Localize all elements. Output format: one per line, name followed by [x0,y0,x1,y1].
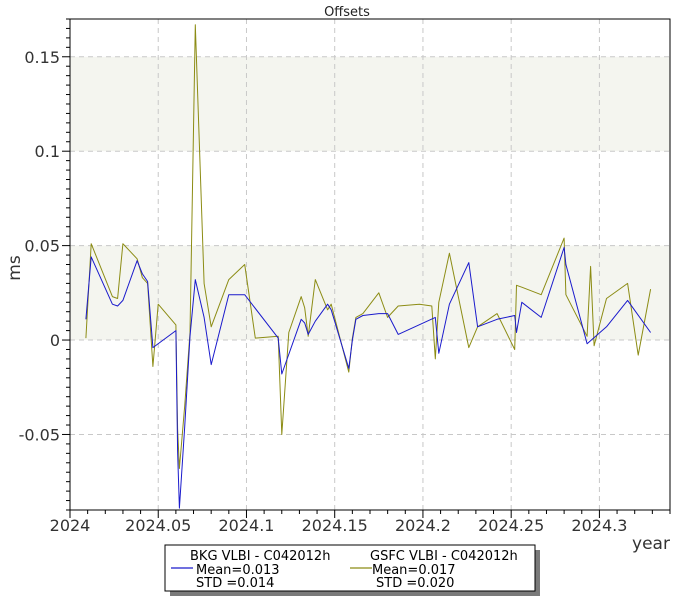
legend-std-bkg: STD =0.014 [196,576,274,591]
x-tick-label: 2024.2 [395,516,451,535]
chart-title: Offsets [324,5,370,20]
legend-std-gsfc: STD =0.020 [376,576,454,591]
x-tick-label: 2024.1 [218,516,274,535]
x-tick-label: 2024.25 [478,516,544,535]
y-axis-title: ms [5,255,25,281]
y-axis: -0.05 0 0.05 0.1 0.15 [19,18,70,511]
y-tick-label: 0 [50,331,60,350]
legend-mean-gsfc: Mean=0.017 [372,563,456,578]
shaded-band [70,56,670,152]
x-tick-label: 2024 [50,516,91,535]
shaded-band [70,245,670,341]
y-tick-label: 0.1 [35,142,60,161]
grid-lines [69,19,670,510]
legend-entry-gsfc: GSFC VLBI - C042012h Mean=0.017 STD =0.0… [350,549,518,591]
shaded-bands [70,56,670,341]
y-tick-label: -0.05 [19,425,60,444]
x-axis: 2024 2024.05 2024.1 2024.15 2024.2 2024.25 202… [50,510,671,535]
x-tick-label: 2024.3 [571,516,627,535]
y-tick-label: 0.15 [24,48,60,67]
series-area [85,24,652,509]
series-line-bkg [85,247,652,509]
x-tick-label: 2024.05 [125,516,191,535]
legend-series-name-gsfc: GSFC VLBI - C042012h [370,549,518,564]
legend-series-name-bkg: BKG VLBI - C042012h [190,549,330,564]
legend-entry-bkg: BKG VLBI - C042012h Mean=0.013 STD =0.01… [171,549,330,591]
x-axis-title: year [632,534,670,554]
legend: BKG VLBI - C042012h Mean=0.013 STD =0.01… [164,544,540,596]
legend-mean-bkg: Mean=0.013 [196,563,280,578]
y-tick-label: 0.05 [24,237,60,256]
x-tick-label: 2024.15 [302,516,368,535]
